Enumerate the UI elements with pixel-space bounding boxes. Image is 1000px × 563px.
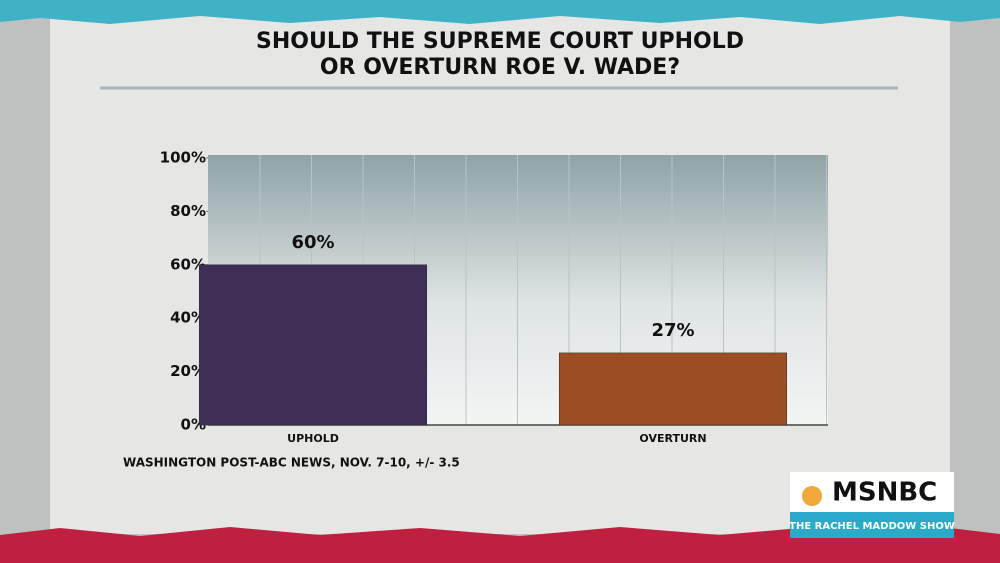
x-tick-label: UPHOLD xyxy=(287,432,339,445)
value-label: 60% xyxy=(291,232,334,253)
chart-title: OR OVERTURN ROE V. WADE? xyxy=(320,55,680,80)
bar xyxy=(198,264,428,426)
y-tick-label: 40% xyxy=(170,309,206,327)
bar xyxy=(558,352,788,426)
logo: MSNBC THE RACHEL MADDOW SHOW xyxy=(789,472,955,538)
show-box xyxy=(790,512,954,538)
x-tick-label: OVERTURN xyxy=(639,432,706,445)
show-name: THE RACHEL MADDOW SHOW xyxy=(789,521,955,532)
logo-icon xyxy=(802,486,822,506)
y-tick-label: 80% xyxy=(170,202,206,220)
source-note: WASHINGTON POST-ABC NEWS, NOV. 7-10, +/-… xyxy=(123,456,460,470)
value-label: 27% xyxy=(651,320,694,341)
bottom-strip xyxy=(0,527,1000,563)
y-tick-label: 20% xyxy=(170,362,206,380)
top-strip xyxy=(0,0,1000,24)
y-tick-label: 100% xyxy=(160,149,206,167)
chart-title: SHOULD THE SUPREME COURT UPHOLD xyxy=(256,29,744,54)
y-tick-label: 60% xyxy=(170,255,206,273)
network-name: MSNBC xyxy=(832,478,937,508)
